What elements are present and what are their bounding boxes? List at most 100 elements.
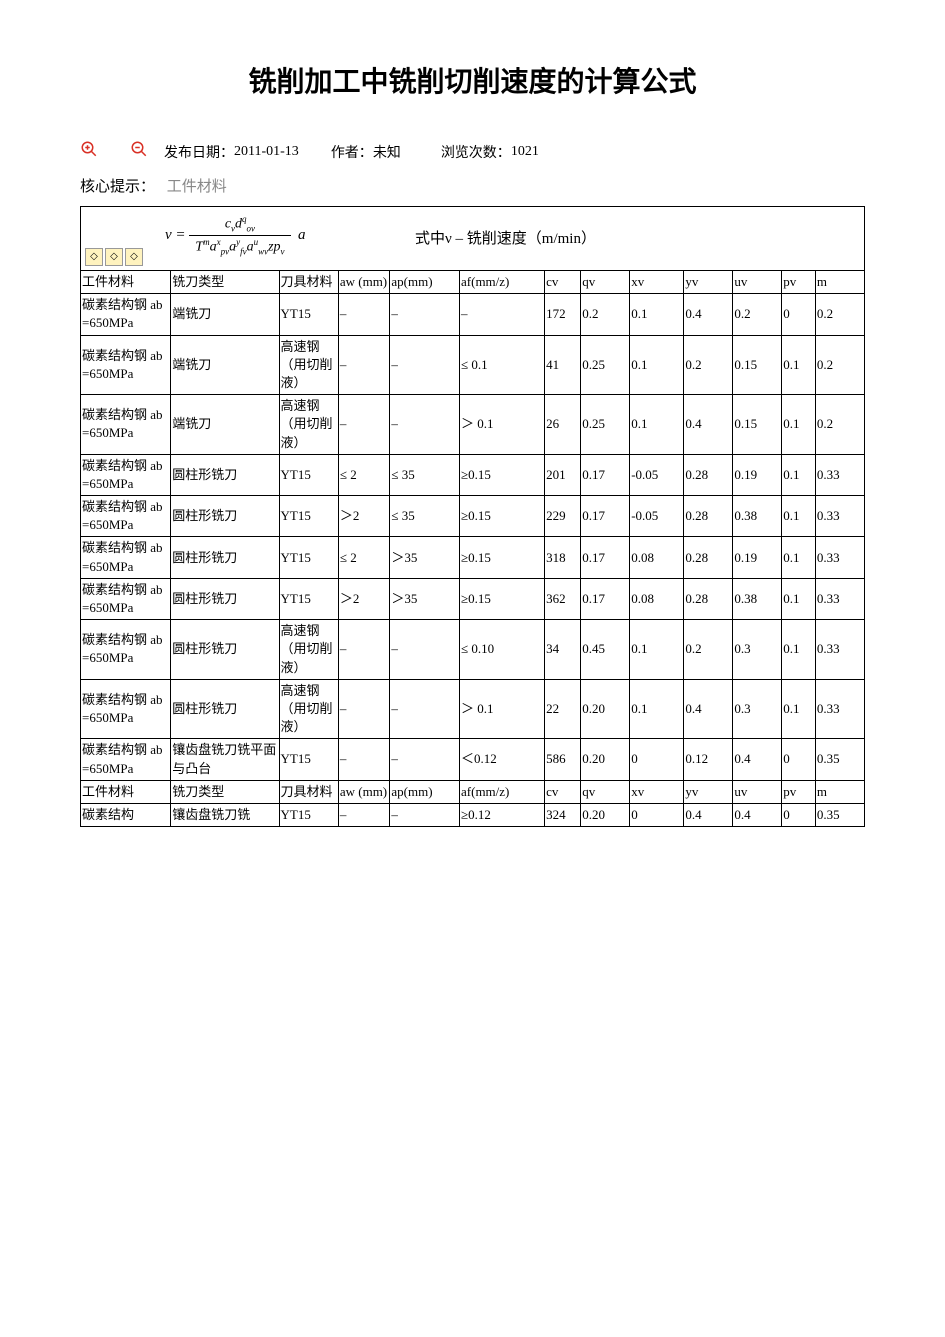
table-cell: ≥0.15 [460, 537, 545, 578]
meta-line: 发布日期： 2011-01-13 作者： 未知 浏览次数： 1021 [80, 140, 865, 163]
table-cell: 碳素结构钢 ab=650MPa [81, 294, 171, 335]
table-cell: 刀具材料 [279, 780, 338, 803]
table-cell: ＞35 [390, 537, 460, 578]
tip-text: 工件材料 [167, 179, 227, 195]
table-cell: 0 [630, 803, 684, 826]
table-cell: ≥0.15 [460, 454, 545, 495]
table-cell: 0.17 [581, 578, 630, 619]
table-cell: ≤ 0.1 [460, 335, 545, 395]
tip-label: 核心提示： [80, 179, 155, 195]
table-cell: 0.15 [733, 335, 782, 395]
zoom-in-icon[interactable] [80, 140, 98, 163]
table-cell: 362 [545, 578, 581, 619]
table-cell: 172 [545, 294, 581, 335]
table-cell: 圆柱形铣刀 [171, 578, 279, 619]
author: 未知 [373, 142, 401, 162]
table-row: 碳素结构钢 ab=650MPa圆柱形铣刀高速钢（用切削液）––＞ 0.1220.… [81, 679, 865, 739]
col-header: xv [630, 271, 684, 294]
table-cell: xv [630, 780, 684, 803]
table-cell: 0.28 [684, 537, 733, 578]
table-cell: yv [684, 780, 733, 803]
table-cell: ≤ 2 [338, 537, 390, 578]
table-cell: aw (mm) [338, 780, 390, 803]
table-cell: – [338, 620, 390, 680]
formula-equation: ν = cvdqov Tmaxpvayfvauwvzpv a [165, 213, 306, 258]
table-cell: 0.12 [684, 739, 733, 780]
table-cell: 0.1 [782, 620, 816, 680]
table-cell: 0.3 [733, 679, 782, 739]
table-cell: 586 [545, 739, 581, 780]
table-cell: 0 [630, 739, 684, 780]
table-cell: 0.3 [733, 620, 782, 680]
table-cell: 201 [545, 454, 581, 495]
table-cell: – [390, 335, 460, 395]
table-cell: 碳素结构钢 ab=650MPa [81, 537, 171, 578]
table-cell: – [390, 395, 460, 455]
col-header: qv [581, 271, 630, 294]
table-row: 碳素结构钢 ab=650MPa镶齿盘铣刀铣平面与凸台YT15––＜0.12586… [81, 739, 865, 780]
table-row: 碳素结构镶齿盘铣刀铣YT15––≥0.123240.2000.40.400.35 [81, 803, 865, 826]
table-cell: 0 [782, 294, 816, 335]
table-cell: 0.4 [684, 395, 733, 455]
table-cell: ≤ 0.10 [460, 620, 545, 680]
table-cell: 0.1 [782, 395, 816, 455]
table-cell: 端铣刀 [171, 294, 279, 335]
table-cell: 碳素结构钢 ab=650MPa [81, 620, 171, 680]
table-cell: YT15 [279, 454, 338, 495]
table-cell: 0.17 [581, 537, 630, 578]
tip-line: 核心提示： 工件材料 [80, 175, 865, 196]
author-label: 作者： [331, 142, 373, 162]
table-cell: YT15 [279, 739, 338, 780]
table-cell: 41 [545, 335, 581, 395]
table-cell: 铣刀类型 [171, 780, 279, 803]
table-cell: -0.05 [630, 454, 684, 495]
table-cell: 0.2 [684, 335, 733, 395]
table-cell: 324 [545, 803, 581, 826]
table-cell: 0.25 [581, 395, 630, 455]
zoom-out-icon[interactable] [130, 140, 148, 163]
table-cell: – [390, 803, 460, 826]
table-cell: – [338, 739, 390, 780]
table-cell: 26 [545, 395, 581, 455]
col-header: cv [545, 271, 581, 294]
table-cell: 0.4 [684, 679, 733, 739]
table-cell: 229 [545, 496, 581, 537]
table-cell: 0.35 [815, 803, 864, 826]
col-header: aw (mm) [338, 271, 390, 294]
emoji-icons: ◇◇◇ [85, 248, 145, 266]
table-cell: 0.25 [581, 335, 630, 395]
table-cell: 0.2 [733, 294, 782, 335]
table-cell: 端铣刀 [171, 335, 279, 395]
table-cell: 碳素结构钢 ab=650MPa [81, 739, 171, 780]
table-cell: ≤ 35 [390, 454, 460, 495]
table-cell: ＞35 [390, 578, 460, 619]
table-cell: 0.20 [581, 739, 630, 780]
data-table: ◇◇◇ ν = cvdqov Tmaxpvayfvauwvzpv a 式中ν –… [80, 206, 865, 827]
table-cell: 318 [545, 537, 581, 578]
table-row: 碳素结构钢 ab=650MPa端铣刀YT15–––1720.20.10.40.2… [81, 294, 865, 335]
table-cell: ＞2 [338, 496, 390, 537]
table-row: 碳素结构钢 ab=650MPa端铣刀高速钢（用切削液）––＞ 0.1260.25… [81, 395, 865, 455]
table-cell: ≥0.15 [460, 578, 545, 619]
table-cell: 圆柱形铣刀 [171, 679, 279, 739]
table-cell: 0.1 [782, 578, 816, 619]
table-cell: 0.33 [815, 537, 864, 578]
table-cell: ＜0.12 [460, 739, 545, 780]
table-cell: YT15 [279, 803, 338, 826]
table-cell: YT15 [279, 496, 338, 537]
table-cell: 0.20 [581, 803, 630, 826]
table-cell: 0.1 [630, 294, 684, 335]
page-title: 铣削加工中铣削切削速度的计算公式 [80, 60, 865, 100]
col-header: 刀具材料 [279, 271, 338, 294]
table-cell: cv [545, 780, 581, 803]
table-cell: 0.2 [815, 395, 864, 455]
table-cell: 圆柱形铣刀 [171, 496, 279, 537]
table-cell: af(mm/z) [460, 780, 545, 803]
table-cell: 碳素结构钢 ab=650MPa [81, 578, 171, 619]
table-cell: 0.45 [581, 620, 630, 680]
table-cell: 0.08 [630, 537, 684, 578]
table-cell: 0.1 [630, 620, 684, 680]
table-cell: 0.1 [782, 679, 816, 739]
table-cell: 0.28 [684, 578, 733, 619]
table-cell: 高速钢（用切削液） [279, 335, 338, 395]
